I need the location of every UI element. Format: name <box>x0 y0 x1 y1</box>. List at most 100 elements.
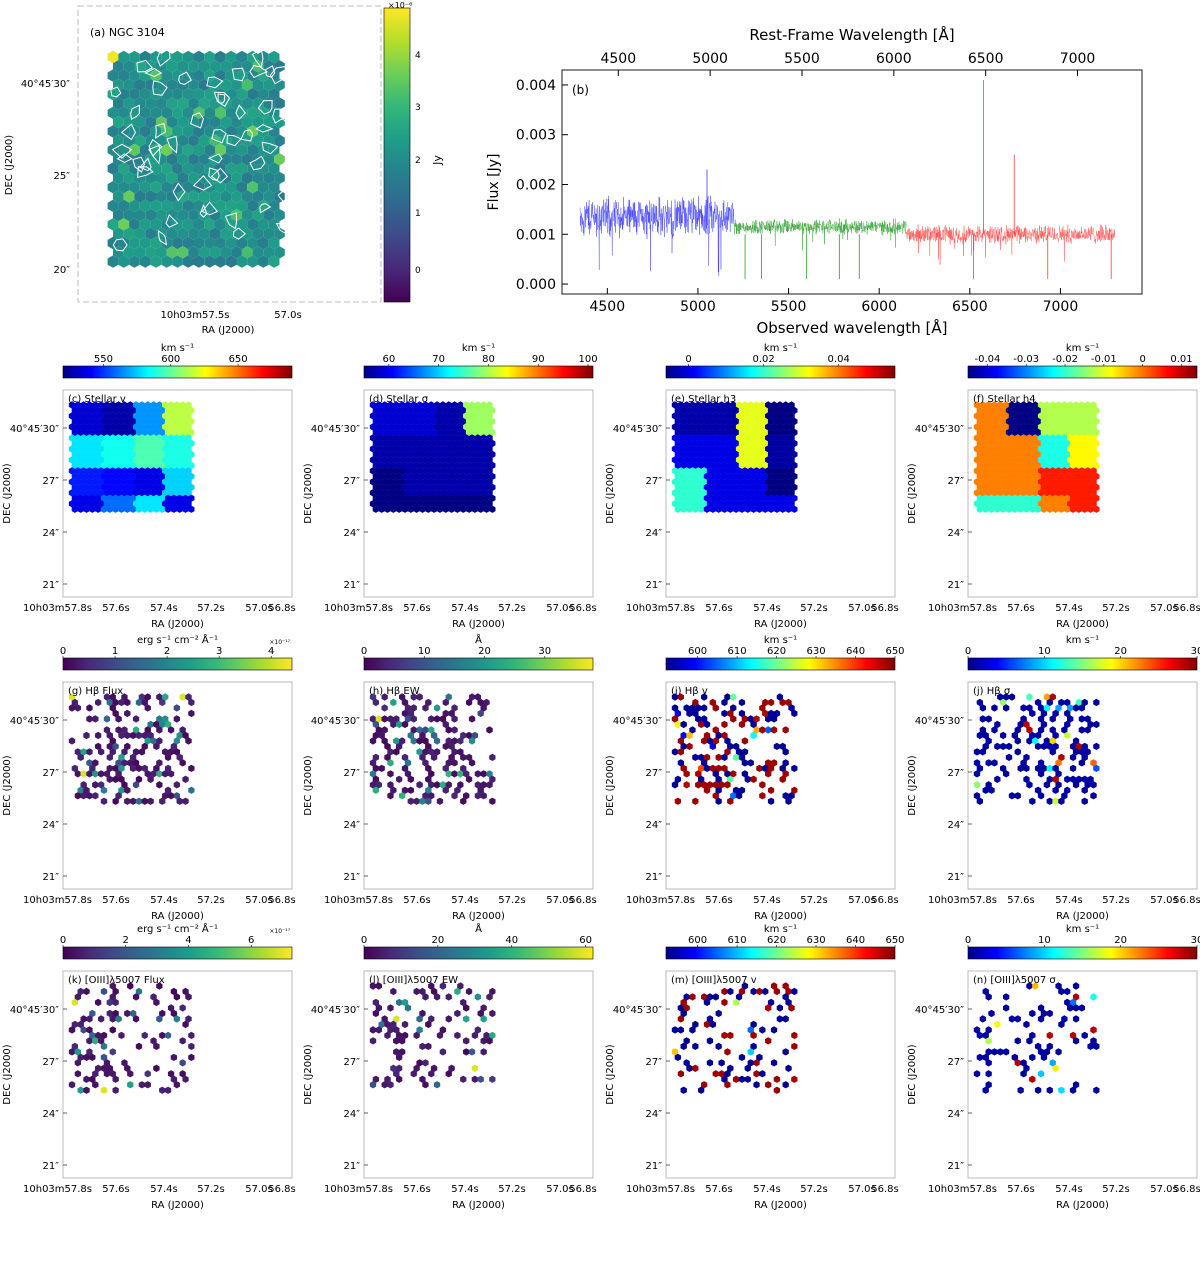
emission-bin <box>468 715 476 723</box>
voronoi-bin <box>1003 401 1010 409</box>
emission-bin <box>1064 775 1071 783</box>
voronoi-bin <box>375 489 382 497</box>
voronoi-bin <box>1023 472 1030 480</box>
emission-bin <box>103 726 111 734</box>
emission-bin <box>741 982 749 990</box>
emission-bin <box>701 781 708 789</box>
emission-bin <box>468 1048 476 1056</box>
emission-bin <box>1069 998 1077 1007</box>
voronoi-bin <box>1040 505 1048 513</box>
voronoi-bin <box>162 500 169 508</box>
voronoi-bin <box>448 461 455 469</box>
emission-bin <box>451 715 458 723</box>
voronoi-bin <box>396 417 403 426</box>
dec-tick-label: 27″ <box>646 476 663 487</box>
flux-contour <box>211 128 227 144</box>
emission-bin <box>486 726 493 734</box>
emission-bin <box>715 731 722 740</box>
voronoi-bin <box>486 401 493 409</box>
voronoi-bin <box>89 483 96 491</box>
emission-bin <box>1034 764 1042 772</box>
voronoi-bin <box>997 500 1004 508</box>
voronoi-bin <box>1029 428 1036 437</box>
voronoi-bin <box>433 456 441 464</box>
flux-hexbin <box>113 227 124 240</box>
voronoi-bin <box>188 406 195 415</box>
emission-bin <box>785 797 792 805</box>
emission-bin <box>173 1015 180 1023</box>
voronoi-bin <box>767 417 775 426</box>
flux-hexbin <box>193 218 205 231</box>
emission-bin <box>422 1081 429 1089</box>
emission-bin <box>141 742 148 750</box>
voronoi-bin <box>77 461 84 469</box>
emission-bin <box>89 764 96 772</box>
colorbar-tick-label: 100 <box>578 354 597 365</box>
voronoi-bin <box>680 450 687 458</box>
flux-contour <box>224 212 238 230</box>
emission-bin <box>1075 698 1083 707</box>
emission-bin <box>985 1059 992 1067</box>
voronoi-bin <box>486 500 493 508</box>
map-xlabel: RA (J2000) <box>151 1200 204 1211</box>
voronoi-bin <box>994 428 1001 437</box>
emission-bin <box>369 737 377 745</box>
voronoi-bin <box>709 439 716 448</box>
flux-contour <box>213 91 231 108</box>
voronoi-bin <box>425 472 432 480</box>
voronoi-bin <box>480 467 487 475</box>
voronoi-bin <box>997 412 1004 420</box>
spectrum-top-tick-label: 6500 <box>968 51 1004 67</box>
voronoi-bin <box>1058 417 1065 426</box>
emission-bin <box>416 693 423 701</box>
voronoi-bin <box>1003 500 1010 508</box>
emission-bin <box>103 1070 111 1078</box>
ra-tick-label: 57.4s <box>753 603 780 614</box>
voronoi-bin <box>782 412 789 420</box>
voronoi-bin <box>390 439 397 448</box>
dec-tick-label: 27″ <box>344 1057 361 1068</box>
voronoi-bin <box>765 401 772 409</box>
voronoi-bin <box>433 500 441 508</box>
voronoi-bin <box>135 472 143 480</box>
voronoi-bin <box>460 494 467 502</box>
voronoi-bin <box>1014 456 1021 464</box>
emission-bin <box>1078 759 1085 767</box>
emission-bin <box>460 753 467 761</box>
flux-contour <box>156 49 171 67</box>
emission-bin <box>121 759 128 767</box>
colorbar-tick-label: 0 <box>1139 354 1145 365</box>
voronoi-bin <box>486 467 493 475</box>
emission-bin <box>95 742 102 750</box>
emission-bin <box>448 753 455 761</box>
voronoi-bin <box>782 456 789 464</box>
voronoi-bin <box>454 461 461 469</box>
flux-hexbin <box>215 199 226 212</box>
voronoi-bin <box>1034 439 1042 448</box>
voronoi-bin <box>788 401 795 409</box>
emission-bin <box>1072 704 1080 712</box>
voronoi-bin <box>782 500 789 508</box>
voronoi-bin <box>71 439 78 448</box>
voronoi-bin <box>442 461 449 469</box>
emission-bin <box>1037 704 1045 712</box>
ra-tick-label: 57.6s <box>705 1184 732 1195</box>
emission-bin <box>730 715 737 723</box>
voronoi-bin <box>1081 406 1088 415</box>
voronoi-bin <box>156 456 163 464</box>
voronoi-bin <box>410 434 417 442</box>
voronoi-bin <box>393 478 400 486</box>
voronoi-bin <box>973 500 981 508</box>
emission-bin <box>1046 1009 1053 1018</box>
emission-bin <box>118 1031 125 1039</box>
voronoi-bin <box>468 500 476 508</box>
emission-bin <box>753 1081 760 1089</box>
flux-contour <box>293 241 309 255</box>
voronoi-bin <box>393 489 400 497</box>
flux-hexbin <box>123 97 135 110</box>
emission-bin <box>156 770 163 778</box>
voronoi-bin <box>1064 494 1071 502</box>
emission-bin <box>124 742 131 750</box>
voronoi-bin <box>988 439 995 448</box>
emission-bin <box>718 1059 725 1067</box>
